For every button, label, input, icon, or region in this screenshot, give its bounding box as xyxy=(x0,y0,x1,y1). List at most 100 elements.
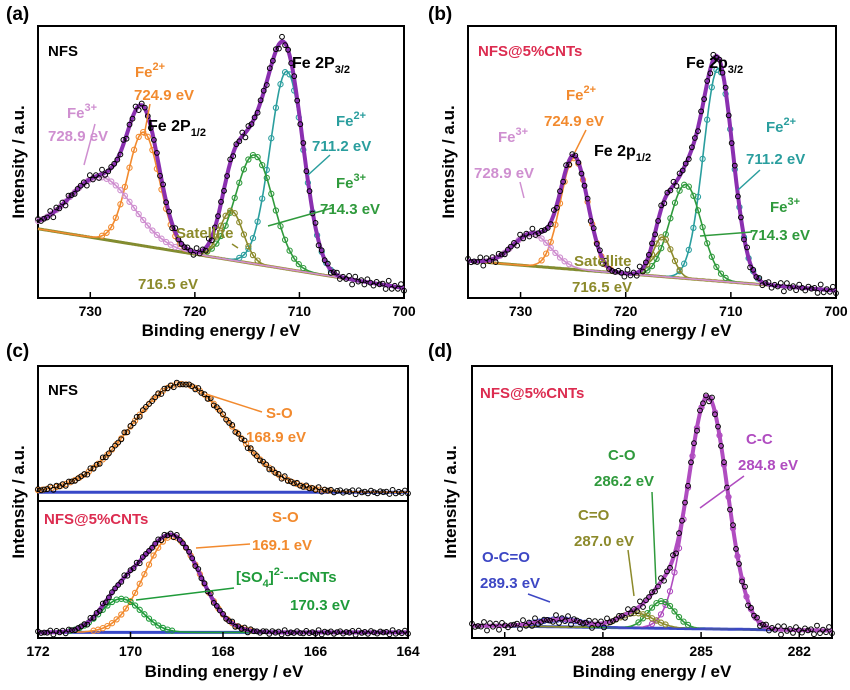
data-point xyxy=(646,594,652,600)
panel-a: (a) 730 720 710 700 Binding energy / eV Int… xyxy=(6,4,416,340)
data-point xyxy=(595,621,601,628)
peak-point xyxy=(249,251,257,259)
data-point xyxy=(266,65,273,72)
data-point xyxy=(170,384,177,391)
occo-label-d: O-C=O xyxy=(482,549,530,566)
data-point xyxy=(96,460,103,467)
peak-line xyxy=(37,209,405,289)
data-point xyxy=(178,241,185,247)
data-point xyxy=(152,394,159,401)
data-point xyxy=(199,246,206,253)
peak-point xyxy=(155,544,162,551)
peak-point xyxy=(140,216,147,224)
data-point xyxy=(377,488,384,495)
data-point xyxy=(355,278,362,285)
data-point xyxy=(636,263,643,270)
sample-label-a: NFS xyxy=(48,43,78,60)
peak-point xyxy=(667,215,674,222)
co-value-d: 286.2 eV xyxy=(594,473,654,490)
data-point xyxy=(701,96,707,102)
data-point xyxy=(80,179,87,186)
peak-point xyxy=(247,446,254,453)
y-axis-label-d: Intensity / a.u. xyxy=(441,445,460,558)
plot-frame-d xyxy=(471,365,833,639)
data-point xyxy=(189,555,196,562)
data-point xyxy=(229,422,236,428)
data-point xyxy=(315,484,322,491)
leader-fe3-left-a xyxy=(83,123,96,166)
data-point xyxy=(575,159,582,166)
data-point xyxy=(778,631,784,638)
data-point xyxy=(324,629,331,636)
data-point xyxy=(736,561,742,567)
peak-point xyxy=(112,214,119,221)
data-point xyxy=(757,623,763,629)
data-point xyxy=(706,398,712,405)
data-point xyxy=(652,588,658,595)
leader-c-double-o-d xyxy=(627,549,635,597)
data-point xyxy=(569,151,576,158)
data-point xyxy=(193,245,200,252)
data-point xyxy=(164,385,171,392)
data-point xyxy=(90,465,97,472)
data-point xyxy=(195,385,202,391)
data-point xyxy=(639,268,646,275)
data-point xyxy=(47,208,54,214)
peak-point xyxy=(222,222,229,229)
peak-point xyxy=(676,267,683,274)
leader-co-d xyxy=(651,491,657,585)
data-point xyxy=(300,484,307,490)
data-point xyxy=(215,213,221,220)
data-point xyxy=(124,429,131,436)
data-point xyxy=(65,192,72,199)
data-point xyxy=(340,630,347,637)
data-point xyxy=(728,140,735,147)
peak-point xyxy=(135,210,142,218)
peak-point xyxy=(117,187,124,194)
peak-point xyxy=(259,161,266,169)
data-point xyxy=(106,594,112,601)
data-point xyxy=(559,615,565,622)
panel-letter-d: (d) xyxy=(428,341,452,362)
data-point xyxy=(609,268,615,274)
data-point xyxy=(811,631,817,638)
data-point xyxy=(139,407,146,414)
leader-lines-b xyxy=(519,129,761,263)
data-point xyxy=(90,614,97,621)
data-point xyxy=(176,537,183,543)
data-point xyxy=(239,129,246,136)
data-point xyxy=(486,258,493,264)
peak-point xyxy=(648,604,656,611)
peak-point xyxy=(254,257,261,264)
data-point xyxy=(352,491,359,498)
data-point xyxy=(269,466,276,473)
peak-point xyxy=(236,179,243,186)
data-point xyxy=(143,404,149,410)
data-point xyxy=(102,599,109,606)
data-point xyxy=(566,161,573,168)
peak-point xyxy=(231,194,238,202)
cc-value-d: 284.8 eV xyxy=(738,457,798,474)
data-point xyxy=(790,283,796,290)
leader-satellite-a xyxy=(231,243,239,249)
data-point xyxy=(44,214,50,221)
data-point xyxy=(238,436,245,442)
fe2-right-label-b: Fe2+ xyxy=(766,116,796,136)
data-point xyxy=(35,486,41,493)
data-point xyxy=(498,251,505,258)
data-point xyxy=(306,485,313,492)
x-tick-label: 168 xyxy=(211,643,235,659)
data-point xyxy=(511,621,517,628)
data-point xyxy=(395,629,402,635)
data-point xyxy=(380,489,387,496)
data-point xyxy=(227,156,234,163)
data-point xyxy=(744,244,750,251)
peak-point xyxy=(708,84,715,91)
data-point xyxy=(517,626,523,632)
data-point xyxy=(87,615,94,621)
data-point xyxy=(105,168,112,175)
data-point xyxy=(287,629,294,636)
peak-point xyxy=(268,135,275,142)
data-point xyxy=(330,269,337,276)
data-point xyxy=(532,615,538,622)
